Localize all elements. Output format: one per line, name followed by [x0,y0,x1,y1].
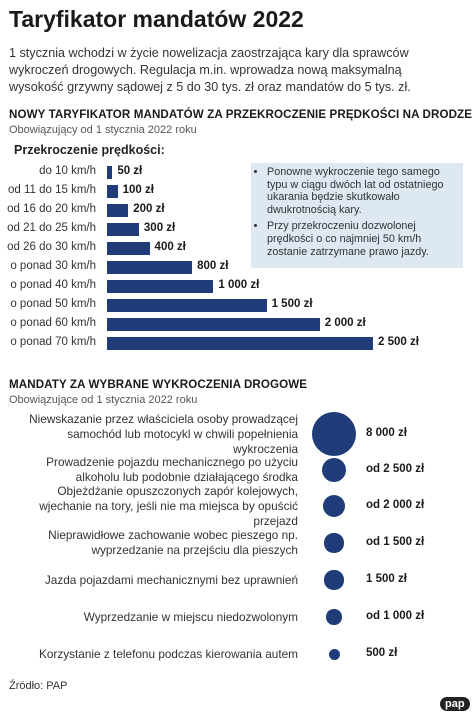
category-label: o ponad 70 km/h [10,336,96,348]
intro: 1 stycznia wchodzi w życie nowelizacja z… [9,46,411,94]
section-subtitle: Obowiązujący od 1 stycznia 2022 roku [9,124,197,136]
title: Taryfikator mandatów 2022 [9,6,304,32]
notes-box: Ponowne wykroczenie tego samego typu w c… [251,163,463,269]
category-label: Wyprzedzanie w miejscu niedozwolonym [83,609,298,624]
bar [107,165,113,179]
bar [107,260,193,274]
category-label: od 26 do 30 km/h [7,241,96,253]
bar [107,298,267,312]
section-title: MANDATY ZA WYBRANE WYKROCZENIA DROGOWE [9,378,308,391]
value-label: od 2 500 zł [366,463,425,475]
bar [107,184,118,198]
value-label: 50 zł [117,165,143,177]
bar [107,241,150,255]
notes-list: Ponowne wykroczenie tego samego typu w c… [257,166,457,258]
category-label: Prowadzenie pojazdu mechanicznego po uży… [46,455,298,484]
category-label: Nieprawidłowe zachowanie wobec pieszego … [48,528,298,557]
bubble [312,412,356,456]
value-label: 500 zł [366,647,398,659]
note: Przy przekroczeniu dozwolonej prędkości … [267,220,457,258]
bar [107,317,320,331]
bubble [321,457,347,483]
section-subtitle: Obowiązujące od 1 stycznia 2022 roku [9,394,198,406]
bar [107,203,129,217]
category-label: od 16 do 20 km/h [7,203,96,215]
category-label: Objeżdżanie opuszczonych zapór kolejowyc… [39,483,298,528]
value-label: 300 zł [143,222,176,234]
category-label: o ponad 60 km/h [10,317,96,329]
value-label: 1 500 zł [366,573,407,585]
category-label: o ponad 50 km/h [10,298,96,310]
logo: pap [440,697,470,711]
value-label: 100 zł [122,184,154,196]
bubble [324,570,344,590]
value-label: 200 zł [133,203,165,215]
bubble [324,533,344,553]
value-label: 8 000 zł [366,427,407,439]
value-label: 1 500 zł [271,298,313,310]
value-label: 2 000 zł [324,317,366,329]
category-label: o ponad 40 km/h [10,279,96,291]
value-label: 2 500 zł [378,336,419,348]
category-label: Jazda pojazdami mechanicznymi bez uprawn… [44,572,298,587]
category-label: od 11 do 15 km/h [7,184,96,196]
value-label: 800 zł [197,260,229,272]
category-label: o ponad 30 km/h [10,260,96,272]
bubble [328,648,340,660]
note: Ponowne wykroczenie tego samego typu w c… [267,166,457,216]
value-label: 400 zł [154,241,186,253]
value-label: od 1 500 zł [366,536,425,548]
value-label: 1 000 zł [218,279,260,291]
section-title: NOWY TARYFIKATOR MANDATÓW ZA PRZEKROCZEN… [9,108,473,121]
category-label: Korzystanie z telefonu podczas kierowani… [38,646,298,661]
bar [107,222,139,236]
category-label: od 21 do 25 km/h [7,222,96,234]
bar [107,279,214,293]
category-label: do 10 km/h [39,165,96,177]
value-label: od 2 000 zł [366,499,425,511]
bubble [323,495,345,517]
axis-label: Przekroczenie prędkości: [14,143,165,157]
category-label: Niewskazanie przez właściciela osoby pro… [29,411,298,456]
source: Źródło: PAP [9,680,68,692]
bubble [326,609,342,625]
value-label: od 1 000 zł [366,610,425,622]
bar [107,336,373,350]
